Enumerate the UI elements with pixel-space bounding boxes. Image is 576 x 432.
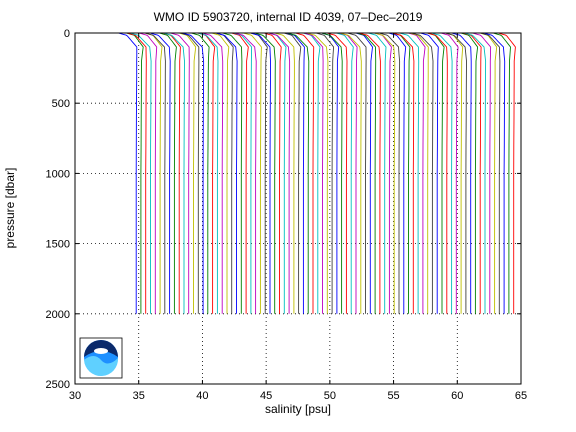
salinity-profile-line [197, 32, 216, 314]
salinity-profile-line [355, 32, 373, 314]
salinity-profile-line [254, 32, 276, 314]
salinity-profile-line [231, 32, 249, 314]
noaa-logo-icon [79, 337, 123, 379]
salinity-profile-line [483, 32, 506, 314]
salinity-profile-line [159, 32, 177, 314]
x-tick-label: 30 [69, 390, 81, 402]
salinity-profile-line [268, 32, 291, 314]
salinity-profile-line [243, 32, 262, 314]
salinity-profile-line [472, 32, 492, 314]
salinity-profile-line [427, 32, 448, 314]
salinity-profile-line [234, 32, 257, 314]
salinity-profile-line [440, 32, 459, 314]
x-tick-label: 60 [451, 390, 463, 402]
salinity-profile-line [118, 32, 138, 314]
y-tick-label: 1000 [46, 168, 70, 180]
y-tick-label: 2000 [46, 309, 70, 321]
salinity-profile-line [460, 32, 479, 314]
salinity-profile-line [374, 32, 392, 314]
x-tick-label: 40 [196, 390, 208, 402]
salinity-profile-line [445, 32, 467, 314]
salinity-profile-line [336, 32, 354, 314]
salinity-profile-line [306, 32, 329, 314]
salinity-profile-line [408, 32, 426, 314]
y-tick-label: 500 [52, 98, 70, 110]
salinity-profile-line [479, 32, 498, 314]
salinity-profile-line [211, 32, 230, 314]
salinity-profile-line [374, 32, 396, 314]
salinity-profile-line [295, 32, 315, 314]
y-axis-label: pressure [dbar] [3, 167, 17, 249]
salinity-profile-line [232, 32, 253, 314]
x-tick-label: 55 [387, 390, 399, 402]
salinity-profile-line [480, 32, 501, 314]
salinity-profile-line [287, 32, 310, 314]
y-tick-label: 0 [64, 28, 70, 40]
salinity-profile-line [302, 32, 321, 314]
salinity-profile-line [388, 32, 407, 314]
salinity-profile-line [303, 32, 324, 314]
salinity-profile-line [179, 32, 200, 314]
salinity-profile-line [315, 32, 335, 314]
salinity-profile-line [126, 32, 147, 314]
x-tick-label: 45 [260, 390, 272, 402]
salinity-profile-line [451, 32, 472, 314]
y-tick-label: 2500 [46, 379, 70, 391]
salinity-profile-line [462, 32, 482, 314]
salinity-profile-line [347, 32, 367, 314]
grid-lines [75, 33, 521, 384]
salinity-profile-line [339, 32, 362, 314]
salinity-profile-line [409, 32, 429, 314]
salinity-profile-line [222, 32, 243, 314]
salinity-profile-line [411, 32, 434, 314]
salinity-profile-line [399, 32, 420, 314]
salinity-profile-line [326, 32, 348, 314]
salinity-profile-line [358, 32, 381, 314]
salinity-profile-line [178, 32, 197, 314]
x-axis-label: salinity [psu] [264, 402, 332, 416]
salinity-profile-line [339, 32, 358, 314]
salinity-profile-line [144, 32, 166, 314]
salinity-profile-line [286, 32, 305, 314]
salinity-profile-line [250, 32, 268, 314]
salinity-profile-line [283, 32, 302, 314]
x-tick-label: 50 [324, 390, 336, 402]
salinity-profile-line [274, 32, 295, 314]
salinity-profile-line [190, 32, 210, 314]
salinity-profile-line [138, 32, 158, 314]
salinity-profile-line [162, 32, 185, 314]
salinity-profile-line [201, 32, 224, 314]
salinity-profile-line [378, 32, 401, 314]
salinity-profile-line [263, 32, 282, 314]
salinity-profile-line [463, 32, 487, 314]
salinity-profile-line [149, 32, 171, 314]
salinity-profile-line [250, 32, 271, 314]
salinity-profile-line [420, 32, 439, 314]
x-tick-label: 65 [515, 390, 527, 402]
chart-title: WMO ID 5903720, internal ID 4039, 07–Dec… [153, 10, 423, 24]
salinity-profile-line [368, 32, 387, 314]
salinity-profile-line [392, 32, 415, 314]
salinity-profile-line [492, 32, 511, 314]
salinity-profile-line [431, 32, 453, 314]
salinity-profile-line [497, 32, 516, 314]
salinity-profile-line [170, 32, 190, 314]
salinity-profile-line [126, 32, 144, 314]
salinity-profile-line [197, 32, 219, 314]
salinity-profile-line [356, 32, 377, 314]
axes-box [74, 32, 522, 385]
axis-ticks: 30 35 40 45 50 55 60 65 0 500 1000 1500 2000 2500 [46, 28, 528, 402]
salinity-profile-line [215, 32, 238, 314]
y-tick-label: 1500 [46, 239, 70, 251]
salinity-profile-line [181, 32, 205, 314]
x-tick-label: 35 [133, 390, 145, 402]
